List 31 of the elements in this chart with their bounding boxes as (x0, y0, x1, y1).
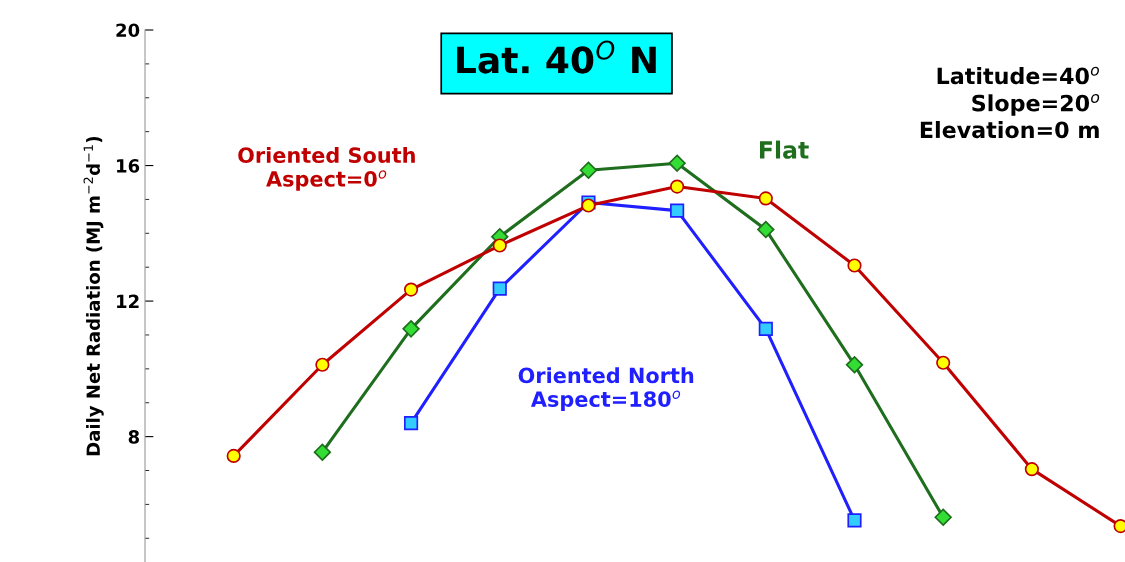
y-tick-label: 20 (116, 23, 140, 38)
point (313, 443, 332, 461)
point (934, 508, 952, 526)
point (936, 355, 951, 370)
text: Oriented South Aspect=0$^{o}$ (238, 146, 415, 191)
chart-title: Lat. 40$^{O}$ N (457, 40, 656, 74)
point (492, 238, 507, 253)
point (670, 179, 685, 194)
point (847, 258, 862, 273)
point (402, 320, 420, 338)
point (670, 203, 685, 218)
point (758, 321, 773, 336)
point (492, 281, 507, 296)
point (1024, 462, 1039, 477)
text: Flat (760, 140, 809, 159)
annotation: Latitude=40$^{o}$ Slope=20$^{o}$ Elevation=0 m (920, 66, 1100, 139)
text: Oriented North Aspect=180$^{o}$ (518, 367, 694, 412)
y-tick-label: 16 (117, 159, 140, 173)
point (403, 415, 419, 431)
y-axis-title: Daily Net Radiation (MJ m$^{−2}$d$^{−1}$) (83, 136, 104, 456)
point (315, 357, 330, 372)
point (847, 513, 862, 528)
point (403, 282, 419, 297)
point (226, 448, 241, 464)
y-tick-label: 8 (128, 430, 140, 444)
point (579, 161, 598, 179)
point (668, 154, 686, 172)
point (845, 356, 864, 374)
y-tick-label: 12 (117, 294, 139, 308)
point (757, 220, 775, 239)
point (758, 191, 773, 206)
